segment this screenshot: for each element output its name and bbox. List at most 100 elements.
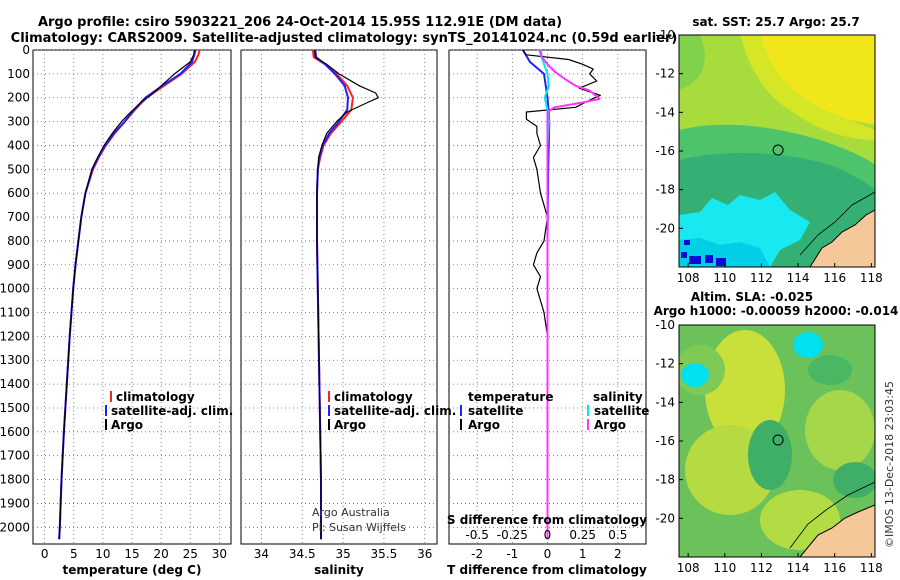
legend-label-argo: Argo [334,418,366,432]
sla-lon-tick-label: 118 [860,561,883,575]
difference-x-tick-label: 0 [544,547,552,561]
temperature-x-tick-label: 30 [212,547,227,561]
legend-label-t-argo: Argo [468,418,500,432]
s-difference-tick-label: -0.25 [497,528,528,542]
depth-tick-label: 1200 [0,329,30,343]
sla-lat-tick-label: -12 [655,357,675,371]
depth-tick-label: 1600 [0,425,30,439]
salinity-x-tick-label: 35 [335,547,350,561]
t-difference-axis-label: T difference from climatology [447,563,647,577]
depth-tick-label: 1100 [0,306,30,320]
credit-line-2: PI: Susan Wijffels [312,521,406,534]
salinity-x-tick-label: 34.5 [289,547,316,561]
temperature-series-satellite-adj-clim- [58,49,197,540]
sst-lat-tick-label: -10 [655,28,675,42]
sla-map-title-line-1: Altim. SLA: -0.025 [691,290,813,304]
legend-swatch-satellite [328,405,330,416]
depth-tick-label: 900 [7,258,30,272]
depth-tick-label: 400 [7,138,30,152]
credit-line-1: Argo Australia [312,506,390,519]
grid-layer [33,49,646,544]
sst-float-marker [772,144,784,156]
legend-label-argo: Argo [111,418,143,432]
legend-label-satellite: satellite-adj. clim. [111,404,233,418]
sst-lat-tick-label: -14 [655,105,675,119]
legend-swatch-climatology [110,391,112,402]
depth-tick-label: 200 [7,91,30,105]
depth-tick-label: 600 [7,186,30,200]
sla-lat-tick-label: -14 [655,395,675,409]
depth-tick-label: 1400 [0,377,30,391]
sla-lat-tick-label: -18 [655,473,675,487]
legend-swatch-t-argo [460,419,462,430]
temperature-axis-label: temperature (deg C) [63,563,202,577]
legend-swatch-t-satellite [460,405,462,416]
legend-label-climatology: climatology [334,390,413,404]
legend-label-s-satellite: satellite [594,404,649,418]
s-difference-tick-label: 0.25 [569,528,596,542]
sla-map-image [679,325,875,557]
legend-swatch-s-satellite [587,405,589,416]
legend-label-climatology: climatology [116,390,195,404]
sst-lon-tick-label: 114 [787,271,810,285]
legend-swatch-argo [328,419,330,430]
depth-tick-label: 1800 [0,473,30,487]
sst-lat-tick-label: -20 [655,221,675,235]
difference-x-tick-label: 2 [614,547,622,561]
salinity-x-tick-label: 36 [417,547,432,561]
depth-tick-label: 800 [7,234,30,248]
s-difference-tick-label: 0 [544,528,552,542]
temperature-x-tick-label: 0 [41,547,49,561]
sla-lon-tick-label: 108 [677,561,700,575]
sla-lat-tick-label: -20 [655,511,675,525]
temperature-x-tick-label: 20 [153,547,168,561]
salinity-x-tick-label: 35.5 [371,547,398,561]
temperature-x-tick-label: 10 [95,547,110,561]
salinity-x-tick-label: 34 [254,547,269,561]
depth-tick-label: 2000 [0,520,30,534]
difference-legend: temperature satellite Argo salinity sate… [460,390,649,432]
title-line-2: Climatology: CARS2009. Satellite-adjuste… [11,31,678,46]
sst-lat-tick-label: -16 [655,144,675,158]
s-difference-tick-label: -0.5 [465,528,488,542]
legend-label-s-argo: Argo [594,418,626,432]
legend-label-satellite: satellite-adj. clim. [334,404,456,418]
depth-tick-label: 700 [7,210,30,224]
legend-swatch-climatology [328,391,330,402]
salinity-axis-label: salinity [314,563,364,577]
depth-tick-label: 1900 [0,496,30,510]
sla-float-marker [772,434,784,446]
difference-series-temperature-satellite [522,49,551,540]
depth-tick-label: 500 [7,162,30,176]
s-difference-tick-label: 0.5 [608,528,627,542]
salinity-panel-frame [240,49,438,545]
sst-map-title: sat. SST: 25.7 Argo: 25.7 [692,15,859,29]
legend-swatch-argo [105,419,107,430]
depth-tick-label: 1300 [0,353,30,367]
sst-map-image [679,35,875,267]
difference-series-salinity-argo [539,49,601,540]
difference-x-tick-label: 1 [579,547,587,561]
difference-series-temperature-argo [522,49,601,540]
salinity-series-argo [313,49,379,540]
temperature-x-tick-label: 15 [124,547,139,561]
sst-lat-tick-label: -12 [655,67,675,81]
s-difference-axis-label: S difference from climatology [447,513,647,527]
tick-layer: 0 5 10 15 20 25 300100200300400500600700800900… [0,43,627,561]
legend-title-temperature: temperature [468,390,553,404]
sla-lon-tick-label: 116 [823,561,846,575]
sst-lon-tick-label: 118 [860,271,883,285]
depth-tick-label: 0 [22,43,30,57]
sst-lat-tick-label: -18 [655,183,675,197]
sla-lat-tick-label: -10 [655,318,675,332]
difference-x-tick-label: -1 [506,547,518,561]
difference-x-tick-label: -2 [471,547,483,561]
series-layer [58,49,601,540]
sst-lon-tick-label: 112 [750,271,773,285]
depth-tick-label: 100 [7,67,30,81]
depth-tick-label: 1500 [0,401,30,415]
temperature-x-tick-label: 5 [70,547,78,561]
sla-lon-tick-label: 110 [713,561,736,575]
sla-lon-tick-label: 114 [787,561,810,575]
